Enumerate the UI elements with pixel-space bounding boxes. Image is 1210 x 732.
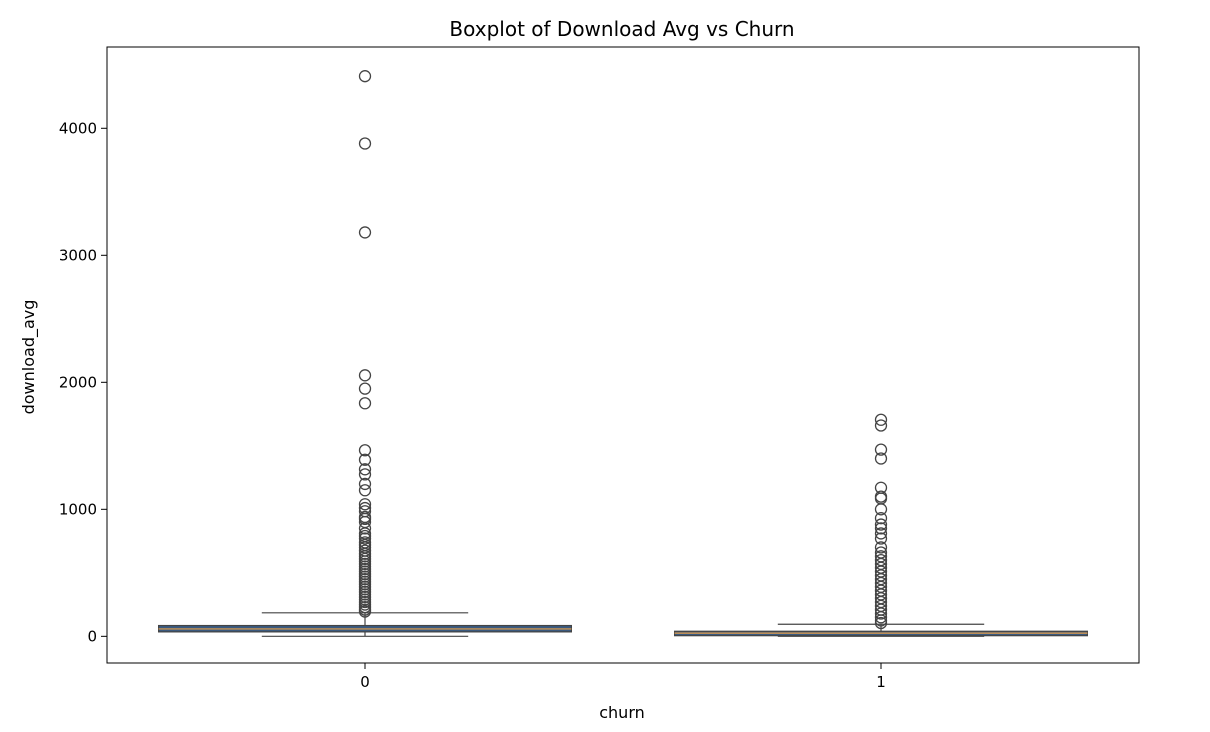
- outlier-point: [874, 512, 888, 525]
- plot-area-frame: [106, 46, 1140, 664]
- outlier-point: [874, 443, 888, 456]
- outlier-point: [874, 522, 888, 535]
- box-group-0: [158, 70, 572, 637]
- y-axis: 0 1000 2000 3000 4000: [59, 119, 107, 645]
- x-tick-label: 1: [876, 673, 886, 691]
- outlier-point: [874, 413, 888, 426]
- outlier-point: [358, 477, 372, 491]
- outlier-point: [874, 527, 888, 540]
- outlier-point: [874, 503, 888, 516]
- outlier-point: [874, 541, 888, 554]
- outlier-point: [874, 616, 888, 630]
- outlier-point: [358, 137, 372, 150]
- outlier-point: [874, 611, 888, 624]
- y-tick-label: 4000: [59, 119, 97, 137]
- y-tick-label: 3000: [59, 246, 97, 264]
- y-tick-label: 1000: [59, 500, 97, 518]
- outlier-point: [358, 532, 372, 545]
- outlier-point: [358, 397, 372, 410]
- outlier-point: [358, 605, 372, 618]
- outlier-point: [874, 518, 888, 531]
- outlier-point: [874, 532, 888, 545]
- outlier-point: [358, 512, 372, 525]
- x-tick-label: 0: [360, 673, 370, 691]
- outlier-point: [874, 452, 888, 465]
- outlier-point: [358, 484, 372, 497]
- outlier-point: [358, 468, 372, 481]
- outlier-point: [358, 498, 372, 511]
- outlier-point: [358, 453, 372, 466]
- y-tick-label: 2000: [59, 373, 97, 391]
- y-axis-label: download_avg: [19, 300, 39, 415]
- outlier-point: [358, 463, 372, 476]
- box-group-1: [673, 413, 1088, 637]
- chart-title: Boxplot of Download Avg vs Churn: [449, 17, 794, 41]
- boxes-layer: [158, 70, 1088, 637]
- outlier-point: [358, 369, 372, 382]
- outlier-point: [358, 70, 372, 83]
- x-axis-label: churn: [599, 703, 645, 722]
- outlier-point: [358, 444, 372, 457]
- outlier-point: [874, 419, 888, 432]
- outlier-point: [874, 607, 888, 620]
- outlier-point: [358, 382, 372, 395]
- y-tick-label: 0: [87, 627, 97, 645]
- outlier-point: [358, 522, 372, 535]
- outlier-point: [358, 226, 372, 239]
